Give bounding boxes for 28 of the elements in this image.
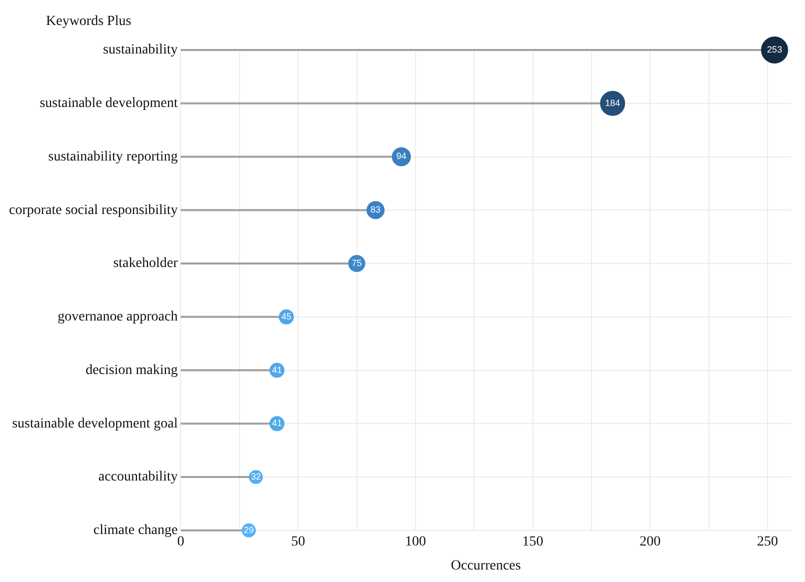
y-tick-label: sustainability bbox=[103, 42, 178, 58]
data-label: 45 bbox=[281, 311, 292, 322]
y-tick-label: sustainable development goal bbox=[12, 416, 178, 432]
data-label: 29 bbox=[244, 524, 254, 535]
data-label: 41 bbox=[272, 418, 282, 428]
x-axis-title: Occurrences bbox=[450, 558, 521, 574]
data-label: 75 bbox=[352, 258, 362, 268]
y-tick-label: accountability bbox=[98, 470, 178, 485]
y-axis-title: Keywords Plus bbox=[46, 14, 132, 30]
x-tick-label: 150 bbox=[522, 534, 544, 550]
y-tick-label: sustainable development bbox=[40, 96, 178, 112]
x-tick-label: 100 bbox=[404, 534, 426, 550]
data-label: 184 bbox=[605, 98, 620, 108]
data-label: 83 bbox=[370, 204, 381, 215]
y-tick-label: decision making bbox=[86, 362, 178, 378]
x-tick-label: 0 bbox=[177, 534, 184, 550]
y-tick-label: corporate social responsibility bbox=[8, 202, 178, 218]
x-tick-label: 200 bbox=[640, 534, 661, 550]
data-label: 41 bbox=[272, 364, 282, 375]
y-tick-label: climate change bbox=[93, 523, 178, 538]
data-label: 253 bbox=[767, 44, 782, 54]
y-tick-label: governanoe approach bbox=[58, 310, 178, 325]
x-tick-label: 50 bbox=[291, 534, 306, 550]
data-label: 94 bbox=[396, 151, 406, 162]
x-tick-label: 250 bbox=[757, 534, 778, 550]
data-label: 32 bbox=[250, 472, 261, 482]
y-tick-label: stakeholder bbox=[113, 256, 178, 272]
y-tick-label: sustainability reporting bbox=[48, 149, 178, 164]
